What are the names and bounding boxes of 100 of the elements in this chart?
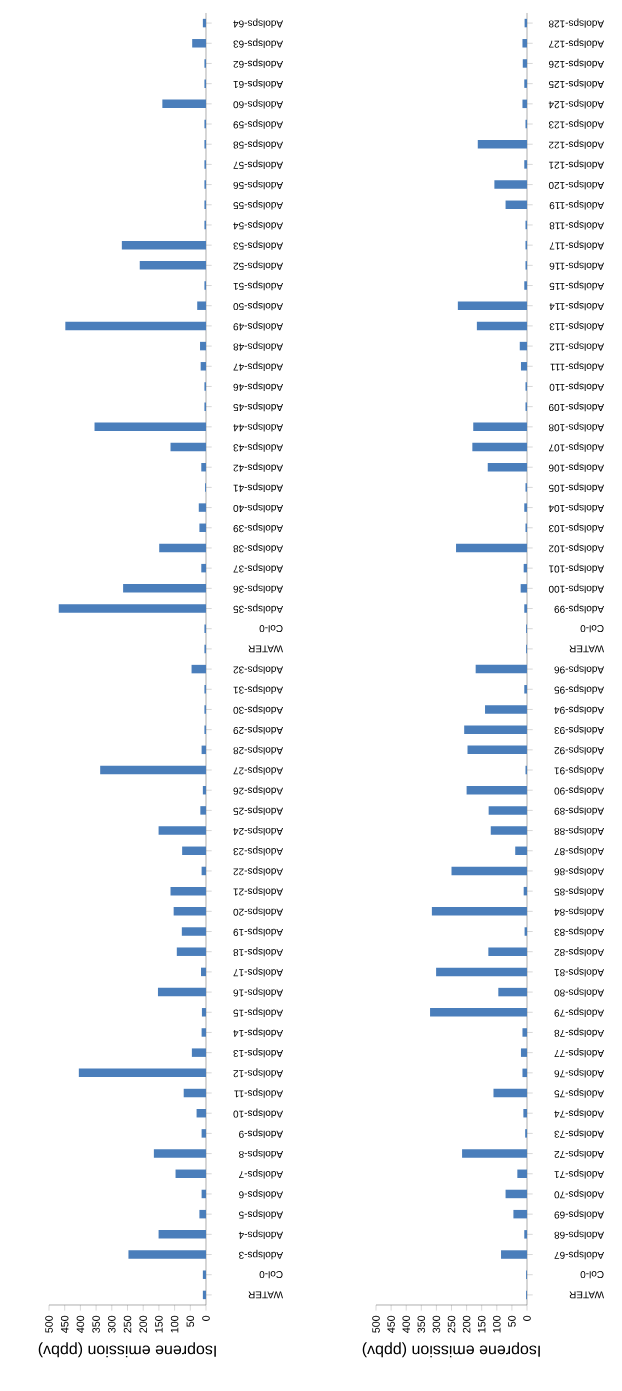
y-tick-label: Adolsps-111 <box>550 361 605 371</box>
y-tick-label: Adolsps-104 <box>548 502 605 513</box>
bar <box>524 685 527 694</box>
x-tick-label: 450 <box>60 1315 69 1333</box>
bar <box>522 39 527 48</box>
bar <box>201 1129 206 1138</box>
bar <box>159 543 206 553</box>
y-tick-label: Adolsps-36 <box>233 583 284 593</box>
bar <box>520 584 527 593</box>
y-tick-label: WATER <box>248 645 284 653</box>
bar <box>200 967 206 977</box>
y-tick-label: Adolsps-99 <box>554 603 605 614</box>
bar <box>201 462 206 472</box>
bar <box>488 947 527 956</box>
bar <box>524 927 527 936</box>
y-tick-label: Adolsps-81 <box>554 967 605 977</box>
y-tick-label: Adolsps-45 <box>233 401 284 412</box>
bar <box>524 281 527 290</box>
y-tick-label: Adolsps-14 <box>233 1027 284 1038</box>
bar <box>524 604 527 613</box>
bar <box>199 523 206 533</box>
bar <box>498 987 527 997</box>
y-tick-label: Adolsps-115 <box>549 280 605 291</box>
bar <box>200 806 206 815</box>
y-tick-label: Adolsps-105 <box>548 482 605 493</box>
y-tick-label: Adolsps-51 <box>233 280 284 291</box>
y-tick-label: Adolsps-68 <box>554 1229 605 1239</box>
bar <box>139 261 206 270</box>
bar <box>162 99 206 109</box>
y-tick-label: Adolsps-70 <box>554 1189 605 1199</box>
y-tick-label: Adolsps-106 <box>548 462 605 472</box>
x-tick-label: 0 <box>523 1315 531 1321</box>
x-tick-label: 250 <box>447 1315 456 1333</box>
y-tick-label: Adolsps-3 <box>239 1249 284 1260</box>
bar <box>494 180 527 189</box>
y-tick-label: Adolsps-23 <box>233 846 284 856</box>
bar <box>197 301 206 310</box>
y-tick-label: Adolsps-86 <box>554 866 605 876</box>
y-tick-label: WATER <box>248 1291 284 1299</box>
x-tick-label: 200 <box>139 1315 147 1333</box>
x-tick-label: 150 <box>477 1315 486 1333</box>
bar <box>505 200 527 210</box>
bar <box>524 160 527 169</box>
x-tick-label: 400 <box>402 1315 410 1333</box>
y-tick-label: Adolsps-60 <box>233 99 284 109</box>
y-tick-label: Adolsps-123 <box>548 119 605 129</box>
x-tick-label: 100 <box>493 1315 501 1333</box>
y-tick-label: Col-0 <box>580 1271 604 1279</box>
bar <box>158 1230 206 1239</box>
x-tick-label: 400 <box>76 1315 85 1333</box>
bar <box>519 341 527 351</box>
y-tick-label: Adolsps-100 <box>548 583 605 593</box>
x-tick-label: 150 <box>155 1315 163 1333</box>
bar <box>490 826 527 835</box>
y-tick-label: Adolsps-125 <box>548 78 605 89</box>
bar <box>153 1149 206 1158</box>
y-tick-label: Adolsps-21 <box>233 886 284 896</box>
y-tick-label: Adolsps-47 <box>233 361 284 371</box>
y-tick-label: Adolsps-101 <box>548 563 605 573</box>
y-tick-label: Adolsps-128 <box>548 18 605 28</box>
x-tick-label: 350 <box>417 1315 426 1333</box>
bar <box>182 846 206 856</box>
y-tick-label: Adolsps-90 <box>554 785 605 795</box>
bar <box>462 1149 527 1158</box>
y-tick-label: Adolsps-72 <box>554 1148 605 1159</box>
bar <box>196 1108 206 1118</box>
bar <box>524 1230 527 1239</box>
bar <box>65 321 206 331</box>
y-tick-label: Adolsps-38 <box>233 543 284 553</box>
y-tick-label: Adolsps-64 <box>233 18 284 28</box>
y-tick-label: Adolsps-77 <box>554 1047 605 1058</box>
y-tick-label: Adolsps-48 <box>233 341 284 351</box>
y-tick-label: Adolsps-10 <box>233 1108 284 1118</box>
bar <box>121 240 206 250</box>
bar <box>467 745 527 755</box>
x-tick-label: 50 <box>186 1315 195 1327</box>
bar <box>200 341 206 351</box>
bar <box>477 139 527 149</box>
x-tick-label: 500 <box>372 1315 380 1333</box>
bar <box>173 907 206 916</box>
y-tick-label: Adolsps-114 <box>549 301 605 311</box>
y-tick-label: Adolsps-44 <box>233 422 284 432</box>
y-tick-label: Adolsps-30 <box>233 704 284 715</box>
y-tick-label: Adolsps-57 <box>233 159 284 170</box>
y-tick-label: Adolsps-78 <box>554 1027 605 1038</box>
x-tick-label: 350 <box>92 1315 100 1333</box>
bar <box>94 422 206 432</box>
bar <box>522 1028 527 1037</box>
y-tick-label: Adolsps-49 <box>233 321 284 331</box>
bar <box>436 967 527 977</box>
bar <box>201 1028 206 1037</box>
y-tick-label: Adolsps-85 <box>554 886 605 896</box>
bar <box>176 947 206 956</box>
y-tick-label: Adolsps-56 <box>233 179 284 190</box>
y-tick-label: Adolsps-67 <box>554 1249 605 1260</box>
y-tick-label: Col-0 <box>580 625 604 633</box>
bar <box>123 584 206 593</box>
bar <box>170 442 206 452</box>
bar <box>430 1008 527 1017</box>
bar <box>456 543 527 553</box>
